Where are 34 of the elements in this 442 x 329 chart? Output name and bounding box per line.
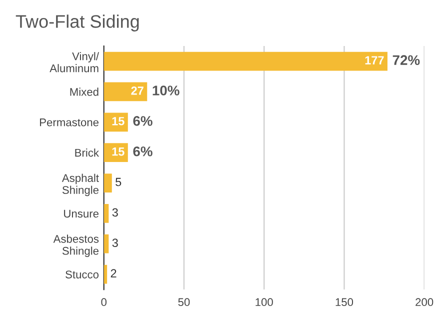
x-tick-label: 50 xyxy=(178,298,190,306)
bar xyxy=(104,234,109,254)
y-tick-label: Asbestos Shingle xyxy=(53,234,99,257)
x-tick-label: 200 xyxy=(416,298,434,306)
annotation: 10% xyxy=(152,86,180,96)
annotation: 6% xyxy=(133,146,152,156)
bar xyxy=(104,112,128,132)
data-label: 27 xyxy=(131,86,144,95)
data-label: 15 xyxy=(112,148,124,156)
y-tick-label: Brick xyxy=(75,148,100,157)
data-label: 15 xyxy=(112,117,124,126)
x-tick-label: 150 xyxy=(336,298,354,306)
bar xyxy=(104,52,388,71)
y-tick-label: Vinyl/ Aluminum xyxy=(50,52,100,72)
bar xyxy=(104,204,109,223)
bar xyxy=(104,82,148,102)
annotation: 72% xyxy=(392,55,420,65)
y-tick-label: Asphalt Shingle xyxy=(62,174,99,196)
x-tick-label: 0 xyxy=(101,298,107,306)
bar xyxy=(104,143,128,162)
data-label: 2 xyxy=(110,269,116,278)
bar xyxy=(104,174,112,192)
y-tick-label: Mixed xyxy=(70,88,98,96)
y-tick-label: Stucco xyxy=(66,270,99,278)
annotation: 6% xyxy=(133,116,152,126)
data-label: 177 xyxy=(365,56,384,64)
y-tick-label: Unsure xyxy=(64,210,99,218)
y-tick-label: Permastone xyxy=(40,118,99,126)
data-label: 3 xyxy=(112,238,118,248)
data-label: 3 xyxy=(112,208,118,217)
data-label: 5 xyxy=(116,178,122,186)
bar xyxy=(104,264,108,284)
chart-title: Two-Flat Siding xyxy=(16,14,139,32)
x-tick-label: 100 xyxy=(256,298,273,306)
